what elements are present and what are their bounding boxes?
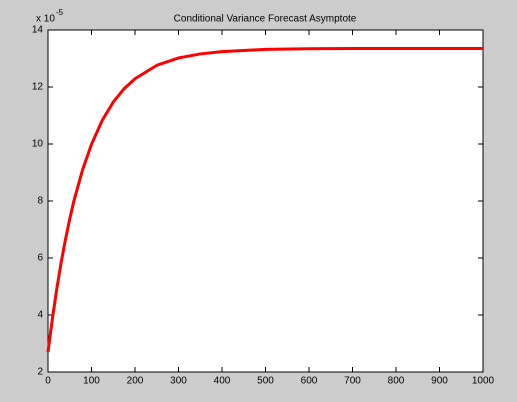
y-tick-label: 10 [32, 139, 44, 150]
y-tick-label: 4 [37, 310, 43, 321]
x-tick-label: 0 [45, 376, 51, 387]
y-tick-label: 6 [37, 253, 43, 264]
x-tick-label: 1000 [472, 376, 495, 387]
x-tick-label: 300 [170, 376, 187, 387]
y-tick-label: 14 [32, 25, 44, 36]
x-tick-label: 800 [388, 376, 405, 387]
x-tick-label: 100 [83, 376, 100, 387]
y-tick-label: 2 [37, 367, 43, 378]
plot-area [47, 29, 484, 373]
series-line [46, 47, 483, 353]
x-tick-label: 700 [344, 376, 361, 387]
y-multiplier: x 10 [36, 14, 55, 25]
x-tick-label: 400 [214, 376, 231, 387]
x-tick-label: 900 [431, 376, 448, 387]
x-tick-label: 600 [301, 376, 318, 387]
chart-title: Conditional Variance Forecast Asymptote [174, 14, 357, 25]
y-multiplier-exponent: -5 [56, 8, 64, 17]
x-tick-label: 500 [257, 376, 274, 387]
x-tick-label: 200 [127, 376, 144, 387]
y-tick-label: 12 [32, 82, 44, 93]
y-tick-label: 8 [37, 196, 43, 207]
